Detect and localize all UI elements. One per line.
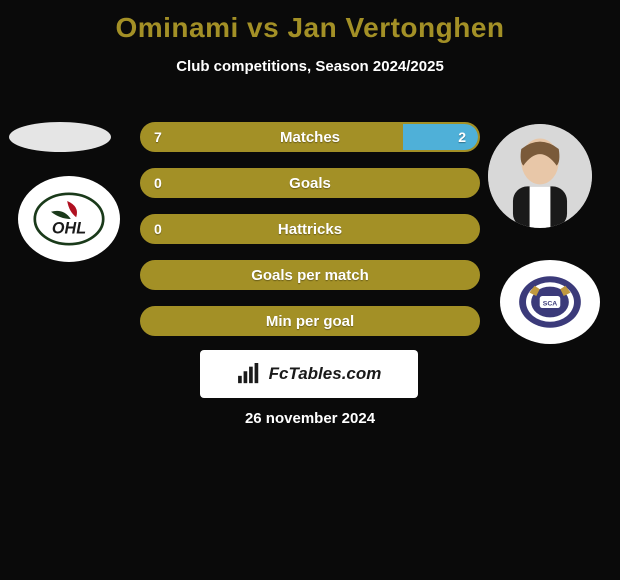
comparison-infographic: Ominami vs Jan Vertonghen Club competiti… — [0, 0, 620, 580]
bar-goals: 0 Goals — [140, 168, 480, 198]
player-portrait-icon — [488, 124, 592, 228]
bar-label: Goals per match — [142, 262, 478, 288]
chart-subtitle: Club competitions, Season 2024/2025 — [0, 58, 620, 75]
bar-hattricks: 0 Hattricks — [140, 214, 480, 244]
bar-label: Hattricks — [142, 216, 478, 242]
bar-label: Matches — [142, 124, 478, 150]
svg-text:OHL: OHL — [52, 219, 86, 237]
bar-label: Min per goal — [142, 308, 478, 334]
club-right-badge: SCA — [500, 260, 600, 344]
branding-text: FcTables.com — [269, 364, 382, 384]
anderlecht-logo-icon: SCA — [515, 272, 585, 332]
ohl-logo-icon: OHL — [33, 192, 105, 246]
svg-text:SCA: SCA — [543, 300, 558, 307]
bar-value-right: 2 — [458, 124, 466, 150]
bar-label: Goals — [142, 170, 478, 196]
player-right-photo — [488, 124, 592, 228]
club-left-badge: OHL — [18, 176, 120, 262]
bar-min-per-goal: Min per goal — [140, 306, 480, 336]
branding-box: FcTables.com — [200, 350, 418, 398]
player-left-photo — [9, 122, 111, 152]
chart-title: Ominami vs Jan Vertonghen — [0, 0, 620, 44]
stat-bars: 7 Matches 2 0 Goals 0 Hattricks Goals pe… — [140, 122, 480, 352]
bar-matches: 7 Matches 2 — [140, 122, 480, 152]
date-label: 26 november 2024 — [0, 410, 620, 427]
bar-goals-per-match: Goals per match — [140, 260, 480, 290]
bars-icon — [237, 363, 263, 385]
